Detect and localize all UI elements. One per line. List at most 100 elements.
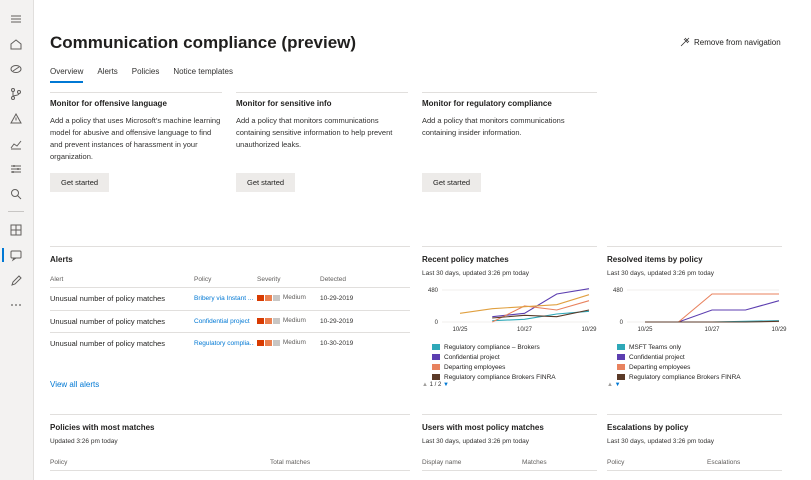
col-detected: Detected <box>320 276 347 283</box>
legend-swatch <box>432 354 440 360</box>
severity-badge: Medium <box>257 317 306 324</box>
col-severity: Severity <box>257 276 281 283</box>
col-escalations: Escalations <box>707 459 741 466</box>
policy-link[interactable]: Regulatory complia... <box>194 340 254 347</box>
severity-bar <box>257 294 264 301</box>
severity-badge: Medium <box>257 339 306 346</box>
policies-icon[interactable] <box>7 160 25 178</box>
legend-item[interactable]: Regulatory compliance Brokers FINRA <box>617 372 741 382</box>
recent-matches-title: Recent policy matches <box>422 255 509 264</box>
pager-prev-icon[interactable]: ▲ <box>422 382 428 388</box>
legend-label: Departing employees <box>629 363 691 371</box>
more-icon[interactable] <box>7 296 25 314</box>
legend-item[interactable]: MSFT Teams only <box>617 342 741 352</box>
severity-badge: Medium <box>257 294 306 301</box>
x-tick-label: 10/27 <box>517 327 533 333</box>
severity-bar <box>273 317 280 324</box>
divider <box>50 414 410 415</box>
tab-alerts[interactable]: Alerts <box>97 67 118 76</box>
legend-swatch <box>432 364 440 370</box>
y-tick-label: 480 <box>428 288 439 294</box>
get-started-button[interactable]: Get started <box>50 173 110 192</box>
edit-icon[interactable] <box>7 272 25 290</box>
card-regulatory-compliance: Monitor for regulatory compliance Add a … <box>422 92 597 192</box>
remove-nav-label: Remove from navigation <box>694 37 781 47</box>
legend-label: MSFT Teams only <box>629 343 682 351</box>
table-header-divider <box>50 470 410 471</box>
y-tick-label: 0 <box>435 320 439 326</box>
tab-overview[interactable]: Overview <box>50 67 84 83</box>
nav-divider <box>8 211 24 212</box>
detected-date: 10-29-2019 <box>320 318 354 325</box>
resolved-items-chart: 0 480 10/25 10/27 10/29 <box>613 288 787 333</box>
tab-policies[interactable]: Policies <box>131 67 160 76</box>
view-all-alerts-link[interactable]: View all alerts <box>50 380 100 389</box>
pager-prev-icon[interactable]: ▲ <box>607 382 613 388</box>
pager-next-icon[interactable]: ▼ <box>614 382 621 388</box>
row-divider <box>50 310 410 311</box>
alerts-title: Alerts <box>50 255 73 264</box>
card-description: Add a policy that uses Microsoft's machi… <box>50 116 221 161</box>
col-matches: Matches <box>522 459 547 466</box>
legend-item[interactable]: Departing employees <box>432 362 556 372</box>
home-icon[interactable] <box>7 35 25 53</box>
table-row[interactable]: Unusual number of policy matches Regulat… <box>50 339 410 361</box>
table-header-divider <box>50 287 410 288</box>
search-icon[interactable] <box>7 185 25 203</box>
severity-bar <box>257 339 264 346</box>
series-line <box>645 320 780 323</box>
severity-label: Medium <box>282 317 306 324</box>
policy-link[interactable]: Confidential project <box>194 318 250 325</box>
severity-bar <box>257 317 264 324</box>
legend-item[interactable]: Regulatory compliance Brokers FINRA <box>432 372 556 382</box>
card-sensitive-info: Monitor for sensitive info Add a policy … <box>236 92 408 192</box>
get-started-button[interactable]: Get started <box>422 173 482 192</box>
row-divider <box>50 332 410 333</box>
divider <box>422 414 597 415</box>
unpin-icon <box>680 37 690 47</box>
policy-link[interactable]: Bribery via Instant ... <box>194 295 254 302</box>
communication-compliance-icon[interactable] <box>7 246 25 264</box>
legend-item[interactable]: Confidential project <box>432 352 556 362</box>
severity-bar <box>265 294 272 301</box>
col-policy: Policy <box>50 459 68 466</box>
pager-next-icon[interactable]: ▼ <box>442 382 449 388</box>
reports-icon[interactable] <box>7 135 25 153</box>
policies-most-subtitle: Updated 3:26 pm today <box>50 438 118 445</box>
severity-bar <box>265 339 272 346</box>
legend-swatch <box>432 374 440 380</box>
tab-notice-templates[interactable]: Notice templates <box>173 67 233 76</box>
flow-icon[interactable] <box>7 85 25 103</box>
card-offensive-language: Monitor for offensive language Add a pol… <box>50 92 222 192</box>
legend-label: Departing employees <box>444 363 506 371</box>
legend-item[interactable]: Confidential project <box>617 352 741 362</box>
divider <box>607 414 782 415</box>
pager-text: 1 / 2 <box>429 382 442 388</box>
alert-icon[interactable] <box>7 110 25 128</box>
legend-pager-resolved[interactable]: ▲ ▼ <box>607 382 621 388</box>
x-tick-label: 10/25 <box>452 327 468 333</box>
tab-bar: Overview Alerts Policies Notice template… <box>50 67 247 83</box>
series-line <box>645 293 779 323</box>
x-tick-label: 10/29 <box>581 327 597 333</box>
legend-item[interactable]: Regulatory compliance – Brokers <box>432 342 556 352</box>
resolved-items-subtitle: Last 30 days, updated 3:26 pm today <box>607 270 714 277</box>
get-started-button[interactable]: Get started <box>236 173 296 192</box>
legend-pager[interactable]: ▲ 1 / 2 ▼ <box>422 382 449 388</box>
x-tick-label: 10/29 <box>771 327 787 333</box>
catalog-icon[interactable] <box>7 221 25 239</box>
escalations-subtitle: Last 30 days, updated 3:26 pm today <box>607 438 714 445</box>
menu-icon[interactable] <box>7 10 25 28</box>
table-row[interactable]: Unusual number of policy matches Bribery… <box>50 294 410 316</box>
resolved-items-legend: MSFT Teams only Confidential project Depar… <box>617 342 741 382</box>
x-tick-label: 10/25 <box>637 327 653 333</box>
table-row[interactable]: Unusual number of policy matches Confide… <box>50 317 410 339</box>
table-header-divider <box>607 470 782 471</box>
legend-item[interactable]: Departing employees <box>617 362 741 372</box>
detected-date: 10-29-2019 <box>320 295 354 302</box>
page-title: Communication compliance (preview) <box>50 33 357 52</box>
data-loss-icon[interactable] <box>7 60 25 78</box>
remove-from-navigation-button[interactable]: Remove from navigation <box>680 37 781 47</box>
card-title: Monitor for offensive language <box>50 99 167 108</box>
divider <box>607 246 782 247</box>
